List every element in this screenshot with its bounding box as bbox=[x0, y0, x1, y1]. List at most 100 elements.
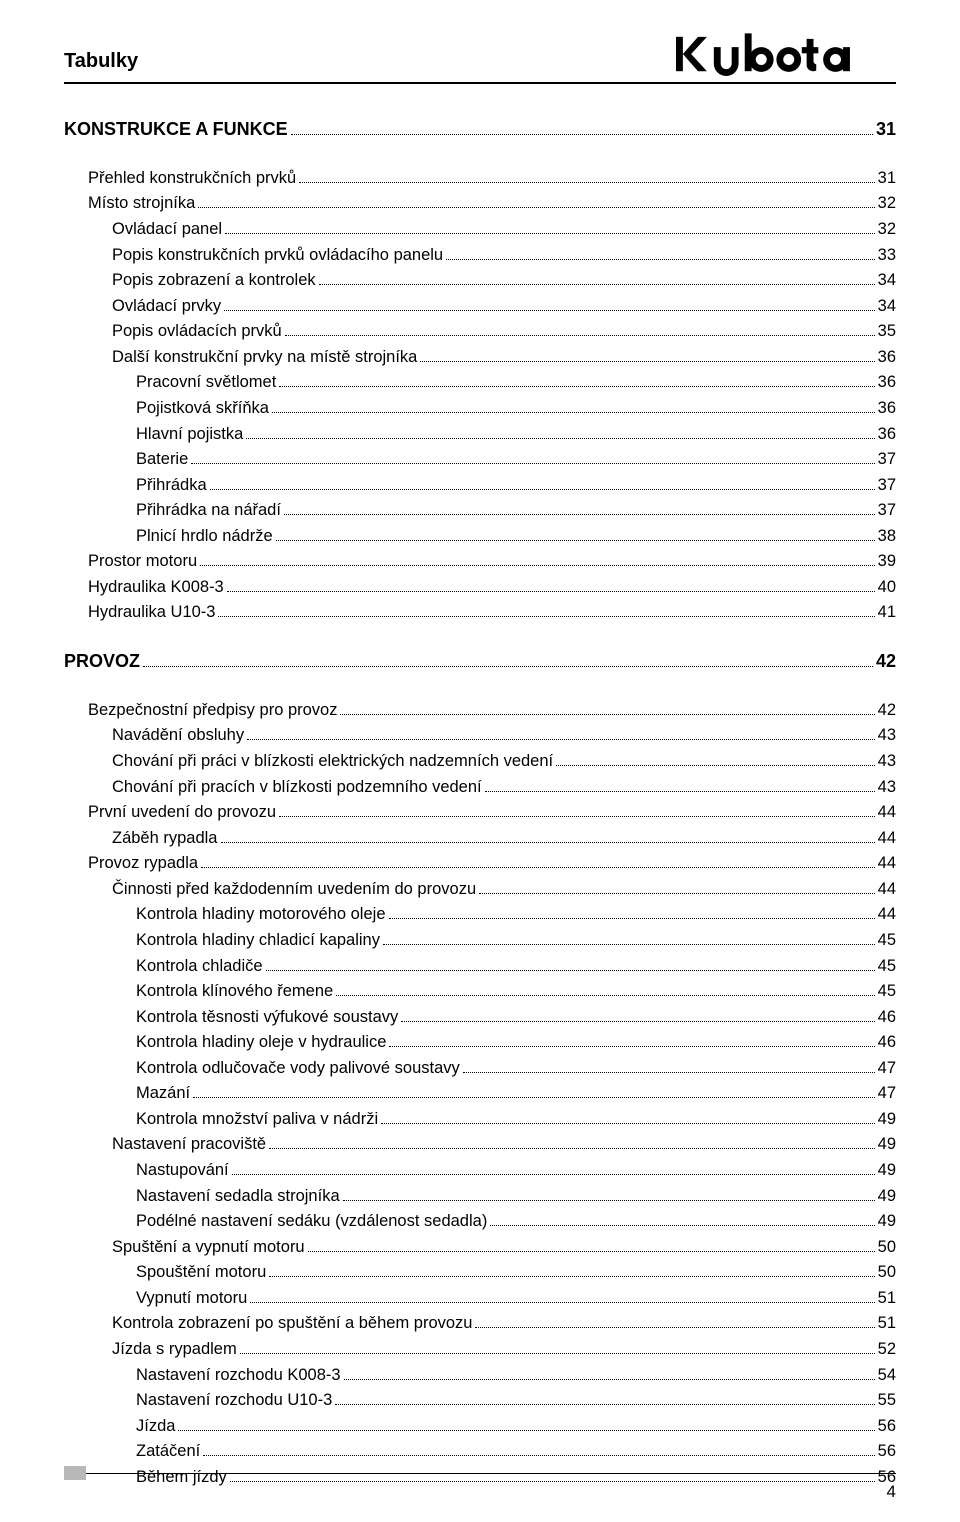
toc-page-number: 31 bbox=[878, 166, 896, 192]
toc-page-number: 49 bbox=[878, 1184, 896, 1210]
toc-dot-leader bbox=[479, 893, 875, 894]
toc-page-number: 36 bbox=[878, 370, 896, 396]
toc-label: Činnosti před každodenním uvedením do pr… bbox=[112, 877, 476, 903]
toc-dot-leader bbox=[401, 1021, 874, 1022]
toc-page-number: 33 bbox=[878, 243, 896, 269]
toc-label: Baterie bbox=[136, 447, 188, 473]
toc-dot-leader bbox=[240, 1353, 875, 1354]
toc-page-number: 42 bbox=[878, 698, 896, 724]
toc-label: Přihrádka bbox=[136, 473, 207, 499]
toc-entry: Místo strojníka32 bbox=[64, 191, 896, 217]
toc-dot-leader bbox=[178, 1430, 874, 1431]
toc-entry: Popis ovládacích prvků35 bbox=[64, 319, 896, 345]
toc-page-number: 36 bbox=[878, 422, 896, 448]
toc-label: Spuštění a vypnutí motoru bbox=[112, 1235, 305, 1261]
toc-dot-leader bbox=[269, 1276, 874, 1277]
toc-label: Mazání bbox=[136, 1081, 190, 1107]
toc-label: KONSTRUKCE A FUNKCE bbox=[64, 116, 288, 144]
toc-page-number: 37 bbox=[878, 473, 896, 499]
toc-dot-leader bbox=[198, 207, 874, 208]
toc-label: Kontrola hladiny oleje v hydraulice bbox=[136, 1030, 386, 1056]
toc-label: Další konstrukční prvky na místě strojní… bbox=[112, 345, 417, 371]
toc-label: Chování při pracích v blízkosti podzemní… bbox=[112, 775, 482, 801]
page-header: Tabulky bbox=[64, 32, 896, 76]
toc-page-number: 45 bbox=[878, 979, 896, 1005]
toc-entry: Podélné nastavení sedáku (vzdálenost sed… bbox=[64, 1209, 896, 1235]
toc-dot-leader bbox=[420, 361, 874, 362]
toc-entry: Hydraulika U10-341 bbox=[64, 600, 896, 626]
toc-dot-leader bbox=[383, 944, 875, 945]
toc-dot-leader bbox=[200, 565, 875, 566]
toc-entry: Ovládací prvky34 bbox=[64, 294, 896, 320]
toc-dot-leader bbox=[272, 412, 875, 413]
toc-label: Hydraulika K008-3 bbox=[88, 575, 224, 601]
toc-dot-leader bbox=[224, 310, 875, 311]
toc-dot-leader bbox=[266, 970, 875, 971]
toc-page-number: 35 bbox=[878, 319, 896, 345]
toc-label: Popis zobrazení a kontrolek bbox=[112, 268, 316, 294]
toc-label: Záběh rypadla bbox=[112, 826, 218, 852]
toc-page-number: 39 bbox=[878, 549, 896, 575]
toc-label: Kontrola těsnosti výfukové soustavy bbox=[136, 1005, 398, 1031]
toc-label: Plnicí hrdlo nádrže bbox=[136, 524, 273, 550]
toc-dot-leader bbox=[191, 463, 874, 464]
toc-label: Nastavení pracoviště bbox=[112, 1132, 266, 1158]
toc-label: Pojistková skříňka bbox=[136, 396, 269, 422]
toc-dot-leader bbox=[285, 335, 875, 336]
toc-page-number: 45 bbox=[878, 928, 896, 954]
toc-dot-leader bbox=[475, 1327, 874, 1328]
toc-page-number: 43 bbox=[878, 775, 896, 801]
toc-page-number: 46 bbox=[878, 1030, 896, 1056]
toc-label: Kontrola zobrazení po spuštění a během p… bbox=[112, 1311, 472, 1337]
toc-entry: Pojistková skříňka36 bbox=[64, 396, 896, 422]
toc-dot-leader bbox=[193, 1097, 875, 1098]
toc-page-number: 49 bbox=[878, 1107, 896, 1133]
toc-entry: Kontrola množství paliva v nádrži49 bbox=[64, 1107, 896, 1133]
toc-entry: Provoz rypadla44 bbox=[64, 851, 896, 877]
toc-entry: Navádění obsluhy43 bbox=[64, 723, 896, 749]
toc-label: Kontrola chladiče bbox=[136, 954, 263, 980]
toc-entry: Přehled konstrukčních prvků31 bbox=[64, 166, 896, 192]
toc-page-number: 52 bbox=[878, 1337, 896, 1363]
toc-entry: Kontrola hladiny oleje v hydraulice 46 bbox=[64, 1030, 896, 1056]
toc-entry: Spouštění motoru50 bbox=[64, 1260, 896, 1286]
toc-label: Hlavní pojistka bbox=[136, 422, 243, 448]
toc-label: Prostor motoru bbox=[88, 549, 197, 575]
toc-page-number: 45 bbox=[878, 954, 896, 980]
toc-entry: Hydraulika K008-3 40 bbox=[64, 575, 896, 601]
toc-dot-leader bbox=[446, 259, 875, 260]
toc-page-number: 47 bbox=[878, 1081, 896, 1107]
toc-entry: Kontrola těsnosti výfukové soustavy 46 bbox=[64, 1005, 896, 1031]
toc-dot-leader bbox=[463, 1072, 875, 1073]
toc-entry: Činnosti před každodenním uvedením do pr… bbox=[64, 877, 896, 903]
toc-entry: První uvedení do provozu44 bbox=[64, 800, 896, 826]
toc-page-number: 56 bbox=[878, 1439, 896, 1465]
toc-label: PROVOZ bbox=[64, 648, 140, 676]
toc-entry: Mazání 47 bbox=[64, 1081, 896, 1107]
toc-page-number: 34 bbox=[878, 268, 896, 294]
toc-page-number: 49 bbox=[878, 1132, 896, 1158]
toc-entry: Přihrádka na nářadí37 bbox=[64, 498, 896, 524]
table-of-contents: KONSTRUKCE A FUNKCE31Přehled konstrukční… bbox=[64, 116, 896, 1490]
toc-entry: Spuštění a vypnutí motoru50 bbox=[64, 1235, 896, 1261]
toc-page-number: 55 bbox=[878, 1388, 896, 1414]
toc-entry: Jízda s rypadlem52 bbox=[64, 1337, 896, 1363]
toc-dot-leader bbox=[201, 867, 875, 868]
footer-bar bbox=[64, 1466, 896, 1480]
toc-entry: Nastupování49 bbox=[64, 1158, 896, 1184]
header-title: Tabulky bbox=[64, 32, 138, 73]
toc-page-number: 46 bbox=[878, 1005, 896, 1031]
toc-page-number: 42 bbox=[876, 648, 896, 676]
footer-rule bbox=[86, 1473, 896, 1474]
toc-page-number: 44 bbox=[878, 851, 896, 877]
toc-label: Přihrádka na nářadí bbox=[136, 498, 281, 524]
toc-page-number: 40 bbox=[878, 575, 896, 601]
toc-entry: Kontrola hladiny motorového oleje44 bbox=[64, 902, 896, 928]
page-number: 4 bbox=[64, 1482, 896, 1502]
toc-dot-leader bbox=[227, 591, 875, 592]
toc-section-heading: KONSTRUKCE A FUNKCE31 bbox=[64, 116, 896, 144]
toc-dot-leader bbox=[340, 714, 874, 715]
toc-entry: Prostor motoru 39 bbox=[64, 549, 896, 575]
toc-page-number: 43 bbox=[878, 749, 896, 775]
toc-page-number: 34 bbox=[878, 294, 896, 320]
